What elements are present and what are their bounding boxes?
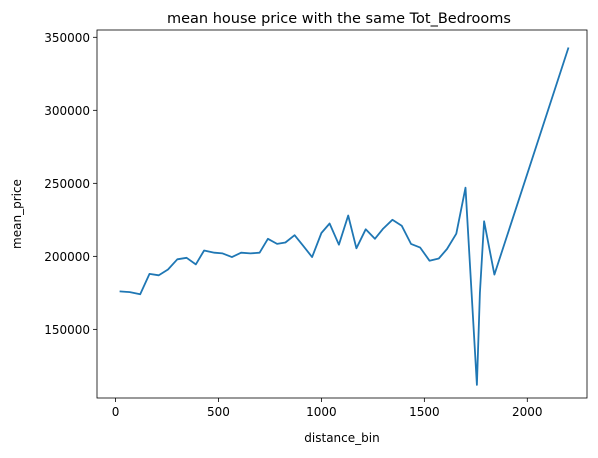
y-tick-label: 150000: [44, 323, 90, 337]
x-axis: 0 500 1000 1500 2000: [112, 398, 543, 419]
y-tick-label: 300000: [44, 104, 90, 118]
y-tick-label: 200000: [44, 250, 90, 264]
y-tick-label: 350000: [44, 31, 90, 45]
series-line: [119, 47, 570, 386]
x-tick-label: 1500: [409, 405, 440, 419]
y-axis: 150000 200000 250000 300000 350000: [44, 31, 97, 337]
chart-title: mean house price with the same Tot_Bedro…: [167, 11, 511, 27]
y-axis-label: mean_price: [10, 179, 24, 249]
y-tick-label: 250000: [44, 177, 90, 191]
x-axis-label: distance_bin: [304, 431, 379, 445]
x-tick-label: 500: [207, 405, 230, 419]
x-tick-label: 1000: [306, 405, 337, 419]
x-tick-label: 2000: [512, 405, 543, 419]
series-layer: [119, 47, 570, 386]
plot-area: [96, 29, 588, 399]
x-tick-label: 0: [112, 405, 120, 419]
